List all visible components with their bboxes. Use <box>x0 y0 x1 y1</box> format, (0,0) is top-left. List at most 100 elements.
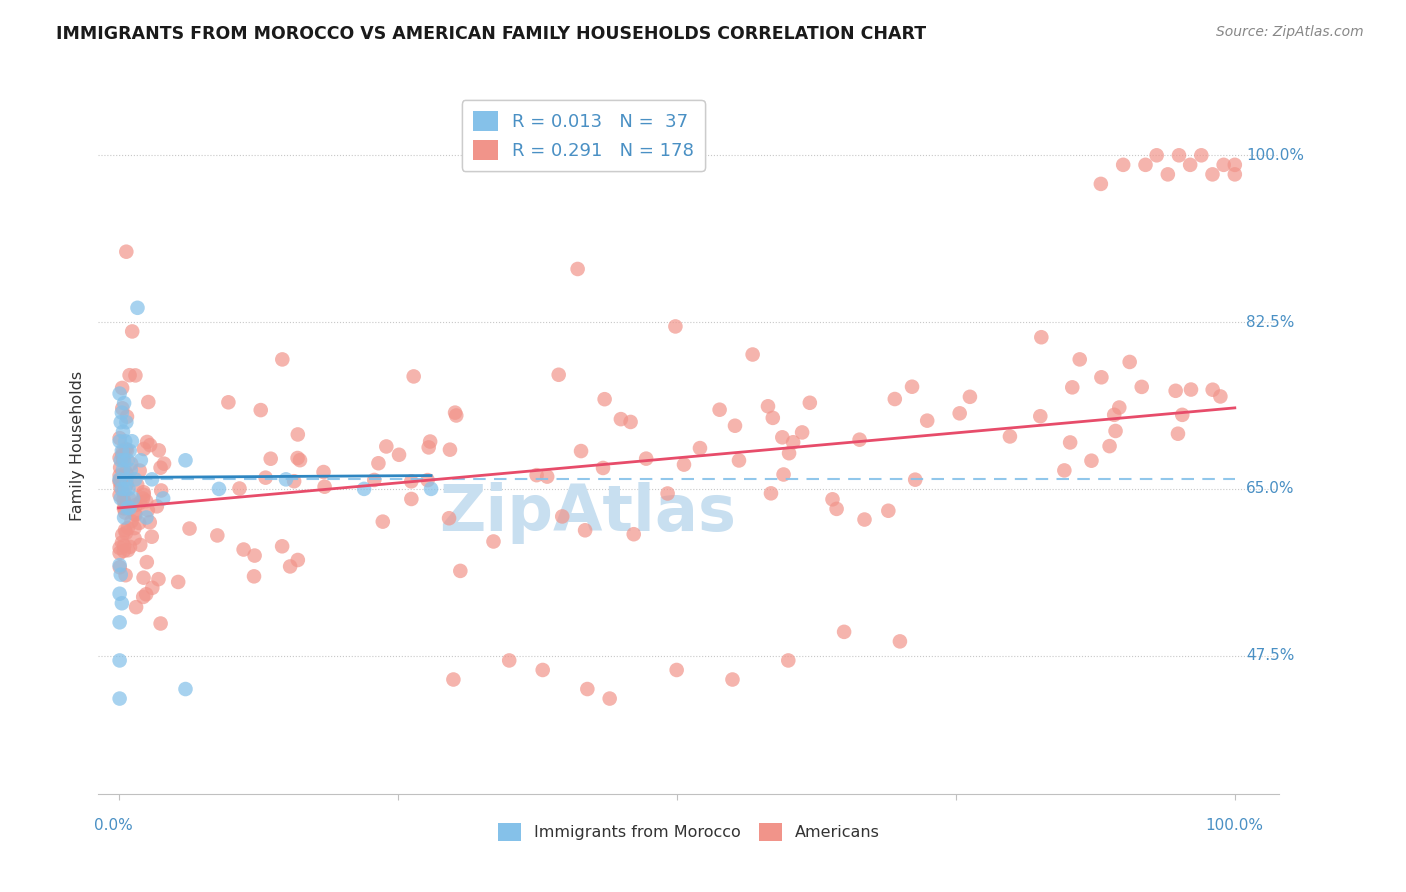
Point <box>444 406 467 420</box>
Point <box>672 458 695 472</box>
Point <box>124 531 146 545</box>
Point <box>115 468 138 483</box>
Point <box>1112 158 1135 172</box>
Point <box>724 418 747 433</box>
Point <box>207 528 229 542</box>
Point <box>689 441 711 455</box>
Point <box>574 523 596 537</box>
Point <box>115 244 138 259</box>
Point <box>114 568 136 582</box>
Point <box>610 412 633 426</box>
Point <box>274 472 297 486</box>
Point <box>623 527 645 541</box>
Point <box>778 446 800 460</box>
Point <box>283 474 305 488</box>
Point <box>124 521 146 535</box>
Point <box>150 483 173 498</box>
Point <box>108 560 131 574</box>
Point <box>127 301 149 315</box>
Point <box>949 406 972 420</box>
Point <box>243 569 266 583</box>
Legend: Immigrants from Morocco, Americans: Immigrants from Morocco, Americans <box>491 815 887 848</box>
Point <box>111 443 134 458</box>
Point <box>136 503 159 517</box>
Point <box>217 395 239 409</box>
Point <box>1069 352 1091 367</box>
Point <box>114 495 136 509</box>
Point <box>139 438 162 452</box>
Point <box>117 453 139 467</box>
Point <box>531 663 554 677</box>
Point <box>124 508 146 522</box>
Point <box>125 498 148 512</box>
Point <box>998 429 1021 443</box>
Point <box>111 401 134 416</box>
Point <box>141 530 163 544</box>
Point <box>112 485 135 500</box>
Point <box>111 449 134 463</box>
Point <box>117 543 139 558</box>
Point <box>228 482 250 496</box>
Point <box>132 442 155 456</box>
Point <box>115 443 138 458</box>
Point <box>132 571 155 585</box>
Point <box>353 482 375 496</box>
Point <box>547 368 569 382</box>
Point <box>287 450 309 465</box>
Point <box>271 352 294 367</box>
Point <box>108 472 131 486</box>
Point <box>770 430 793 444</box>
Point <box>1212 158 1234 172</box>
Point <box>174 453 197 467</box>
Point <box>1201 167 1223 181</box>
Point <box>115 526 138 541</box>
Point <box>1223 167 1246 181</box>
Point <box>314 480 336 494</box>
Point <box>592 461 614 475</box>
Point <box>741 347 763 361</box>
Point <box>129 496 152 510</box>
Y-axis label: Family Households: Family Households <box>69 371 84 521</box>
Point <box>825 501 848 516</box>
Point <box>108 558 131 573</box>
Text: 100.0%: 100.0% <box>1206 818 1264 833</box>
Point <box>118 491 141 506</box>
Point <box>115 409 138 424</box>
Point <box>1157 167 1180 181</box>
Point <box>108 434 131 449</box>
Text: 100.0%: 100.0% <box>1246 148 1303 163</box>
Point <box>111 406 134 420</box>
Point <box>832 624 855 639</box>
Point <box>1098 439 1121 453</box>
Point <box>111 425 134 439</box>
Point <box>117 482 139 496</box>
Point <box>1146 148 1168 162</box>
Point <box>915 414 938 428</box>
Point <box>371 515 394 529</box>
Point <box>1031 330 1053 344</box>
Point <box>108 386 131 401</box>
Point <box>1171 408 1194 422</box>
Point <box>108 468 131 483</box>
Point <box>111 381 134 395</box>
Point <box>120 457 142 471</box>
Point <box>174 681 197 696</box>
Point <box>117 521 139 535</box>
Point <box>418 441 440 455</box>
Point <box>877 504 900 518</box>
Point <box>363 473 385 487</box>
Point <box>152 491 174 506</box>
Point <box>110 567 132 582</box>
Point <box>121 514 143 528</box>
Point <box>728 453 751 467</box>
Point <box>120 463 142 477</box>
Text: 0.0%: 0.0% <box>94 818 132 833</box>
Point <box>132 488 155 502</box>
Point <box>1102 408 1125 422</box>
Point <box>132 491 155 506</box>
Point <box>232 542 254 557</box>
Point <box>1164 384 1187 398</box>
Point <box>127 478 149 492</box>
Point <box>901 380 924 394</box>
Point <box>121 325 143 339</box>
